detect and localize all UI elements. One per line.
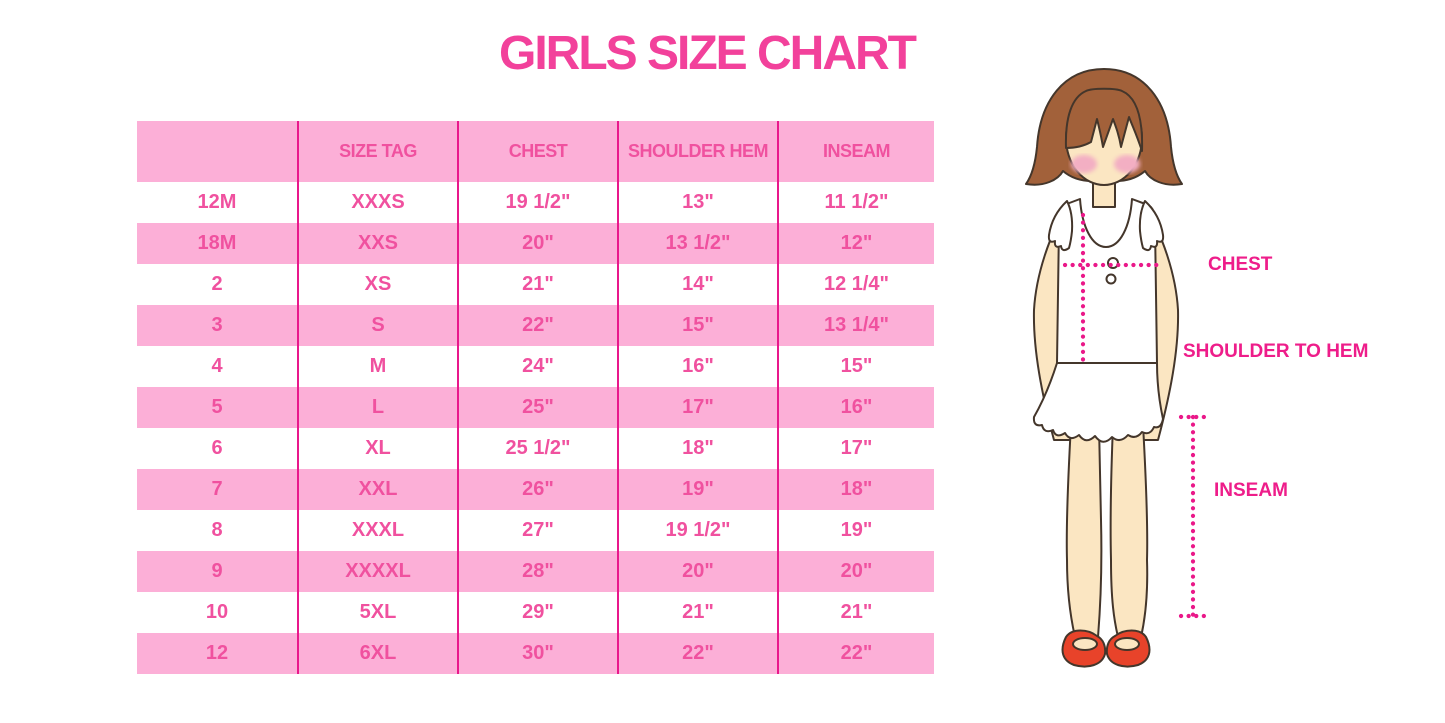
table-cell: 18M [197, 232, 237, 254]
table-row: 6 XL 25 1/2" 18" 17" [137, 428, 934, 469]
table-row: 4 M 24" 16" 15" [137, 346, 934, 387]
table-cell: 19" [617, 469, 777, 510]
table-cell: 30" [457, 633, 617, 674]
table-cell: 8 [211, 519, 223, 541]
table-cell: 16" [777, 387, 934, 428]
header-cell: CHEST [457, 121, 617, 182]
table-cell: 24" [457, 346, 617, 387]
table-cell: 4 [211, 355, 223, 377]
page-title: GIRLS SIZE CHART [498, 27, 917, 80]
right-blush [1114, 155, 1140, 173]
table-cell: 25 1/2" [457, 428, 617, 469]
table-row: 5 L 25" 17" 16" [137, 387, 934, 428]
table-cell: 20" [457, 223, 617, 264]
table-cell: 22" [457, 305, 617, 346]
table-cell: 14" [617, 264, 777, 305]
header-cell [137, 121, 297, 182]
table-row: 3 S 22" 15" 13 1/4" [137, 305, 934, 346]
shoulder-to-hem-label: SHOULDER TO HEM [1183, 341, 1369, 362]
table-cell: 19 1/2" [617, 510, 777, 551]
table-cell: 6 [211, 437, 223, 459]
table-cell: 12 [205, 642, 229, 664]
table-cell: XXXL [297, 510, 457, 551]
bangs [1064, 87, 1144, 152]
table-row: 12 6XL 30" 22" 22" [137, 633, 934, 674]
table-cell: XL [297, 428, 457, 469]
table-cell: L [297, 387, 457, 428]
table-row: 9 XXXXL 28" 20" 20" [137, 551, 934, 592]
left-leg [1065, 406, 1103, 638]
table-cell: 16" [617, 346, 777, 387]
table-cell: 13" [617, 182, 777, 223]
table-cell: 7 [211, 478, 223, 500]
header-cell: INSEAM [777, 121, 934, 182]
chest-label: CHEST [1208, 254, 1273, 275]
table-cell: 17" [617, 387, 777, 428]
left-blush [1071, 155, 1097, 173]
right-leg [1109, 406, 1149, 638]
table-cell: 19" [777, 510, 934, 551]
table-cell: 11 1/2" [777, 182, 934, 223]
table-cell: 3 [211, 314, 223, 336]
header-cell: SHOULDER HEM [617, 121, 777, 182]
table-cell: 21" [777, 592, 934, 633]
table-cell: 21" [457, 264, 617, 305]
left-shoe-opening [1072, 637, 1098, 651]
table-cell: 25" [457, 387, 617, 428]
right-sleeve-ruffle [1138, 200, 1165, 252]
table-cell: 6XL [297, 633, 457, 674]
inseam-label: INSEAM [1214, 480, 1288, 501]
table-cell: 2 [211, 273, 223, 295]
table-cell: 20" [777, 551, 934, 592]
table-cell: 18" [617, 428, 777, 469]
table-cell: 12M [197, 191, 237, 213]
table-row: 10 5XL 29" 21" 21" [137, 592, 934, 633]
table-cell: 17" [777, 428, 934, 469]
table-cell: XXXXL [297, 551, 457, 592]
table-cell: 15" [617, 305, 777, 346]
size-table: SIZE TAG CHEST SHOULDER HEM INSEAM 12M XXXS 19… [137, 121, 934, 674]
table-cell: 29" [457, 592, 617, 633]
table-cell: XS [297, 264, 457, 305]
table-cell: XXS [297, 223, 457, 264]
left-sleeve-ruffle [1047, 200, 1074, 252]
girl-illustration [1025, 68, 1207, 668]
table-cell: XXL [297, 469, 457, 510]
table-cell: 12" [777, 223, 934, 264]
table-cell: 15" [777, 346, 934, 387]
table-row: 2 XS 21" 14" 12 1/4" [137, 264, 934, 305]
table-cell: 18" [777, 469, 934, 510]
table-cell: 12 1/4" [777, 264, 934, 305]
table-cell: 10 [205, 601, 229, 623]
table-cell: 13 1/2" [617, 223, 777, 264]
header-row: SIZE TAG CHEST SHOULDER HEM INSEAM [137, 121, 934, 182]
table-cell: S [297, 305, 457, 346]
table-cell: 21" [617, 592, 777, 633]
table-cell: 22" [617, 633, 777, 674]
table-cell: 22" [777, 633, 934, 674]
table-cell: 27" [457, 510, 617, 551]
table-cell: 20" [617, 551, 777, 592]
table-cell: XXXS [297, 182, 457, 223]
table-row: 8 XXXL 27" 19 1/2" 19" [137, 510, 934, 551]
table-row: 7 XXL 26" 19" 18" [137, 469, 934, 510]
table-cell: 5 [211, 396, 223, 418]
table-cell: M [297, 346, 457, 387]
table-cell: 26" [457, 469, 617, 510]
table-cell: 5XL [297, 592, 457, 633]
table-cell: 9 [211, 560, 223, 582]
table-cell: 28" [457, 551, 617, 592]
skirt [1032, 362, 1164, 443]
girl-measurement-diagram: CHEST SHOULDER TO HEM INSEAM [1000, 55, 1445, 680]
table-cell: 19 1/2" [457, 182, 617, 223]
bottom-button [1105, 273, 1117, 285]
right-shoe-opening [1114, 637, 1140, 651]
table-row: 12M XXXS 19 1/2" 13" 11 1/2" [137, 182, 934, 223]
table-cell: 13 1/4" [777, 305, 934, 346]
header-cell: SIZE TAG [297, 121, 457, 182]
table-row: 18M XXS 20" 13 1/2" 12" [137, 223, 934, 264]
